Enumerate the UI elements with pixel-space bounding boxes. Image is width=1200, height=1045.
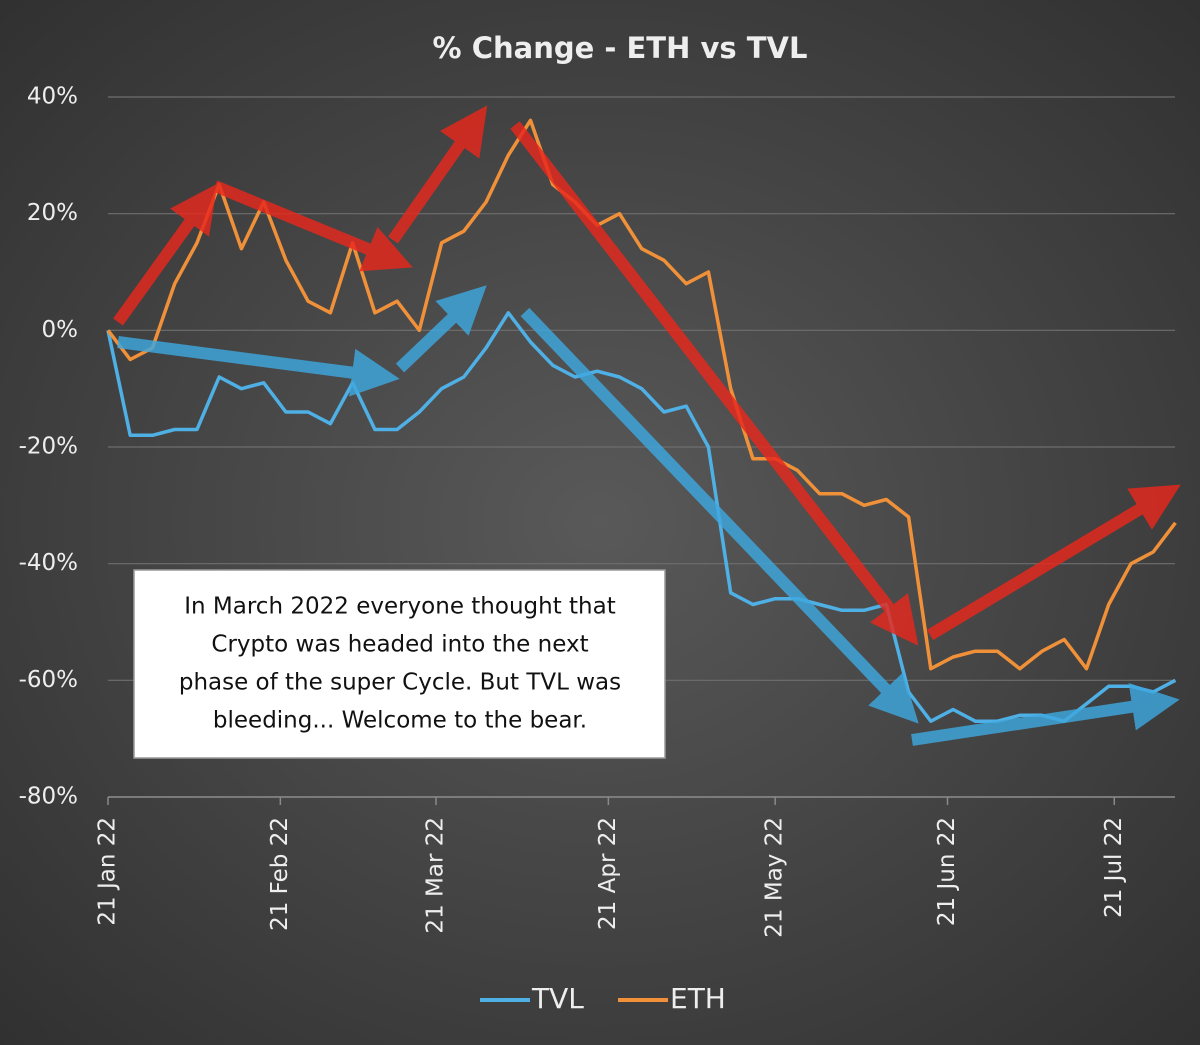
trend-arrows	[113, 105, 1181, 746]
arrow	[113, 183, 218, 326]
y-tick-label: -80%	[19, 784, 78, 810]
x-tick-label: 21 Jul 22	[1101, 817, 1127, 918]
legend-label: ETH	[670, 982, 726, 1015]
arrow	[117, 336, 400, 397]
annotation-box	[133, 569, 666, 759]
legend-label: TVL	[531, 982, 584, 1015]
grid: -80% -60% -40% -20% 0% 20% 40% 21 Jan 22 21 Feb …	[19, 84, 1175, 938]
x-tick-label: 21 Jun 22	[934, 817, 960, 926]
arrow	[212, 180, 413, 272]
annotation: In March 2022 everyone thought that Cryp…	[179, 594, 621, 734]
y-tick-label: -40%	[19, 550, 78, 576]
arrow	[388, 105, 488, 244]
arrow	[510, 121, 919, 646]
annotation-line: phase of the super Cycle. But TVL was	[179, 670, 621, 696]
x-tick-label: 21 Feb 22	[267, 817, 293, 931]
y-tick-label: 0%	[42, 317, 79, 343]
x-tick-label: 21 Apr 22	[595, 817, 621, 930]
legend: TVL ETH	[480, 982, 726, 1015]
series-line	[106, 118, 1177, 671]
arrow	[520, 307, 919, 724]
x-tick-label: 21 Jan 22	[95, 817, 121, 926]
arrow	[395, 285, 487, 373]
y-tick-label: 40%	[27, 84, 78, 110]
annotation-line: Crypto was headed into the next	[211, 632, 588, 658]
y-tick-label: 20%	[27, 200, 78, 226]
y-tick-label: -20%	[19, 434, 78, 460]
arrow	[926, 484, 1181, 641]
y-tick-label: -60%	[19, 667, 78, 693]
chart-title: % Change - ETH vs TVL	[433, 31, 808, 65]
x-tick-label: 21 May 22	[762, 817, 788, 938]
arrow	[911, 682, 1180, 746]
annotation-line: In March 2022 everyone thought that	[184, 594, 616, 620]
annotation-line: bleeding... Welcome to the bear.	[213, 708, 587, 734]
x-tick-label: 21 Mar 22	[423, 817, 449, 934]
